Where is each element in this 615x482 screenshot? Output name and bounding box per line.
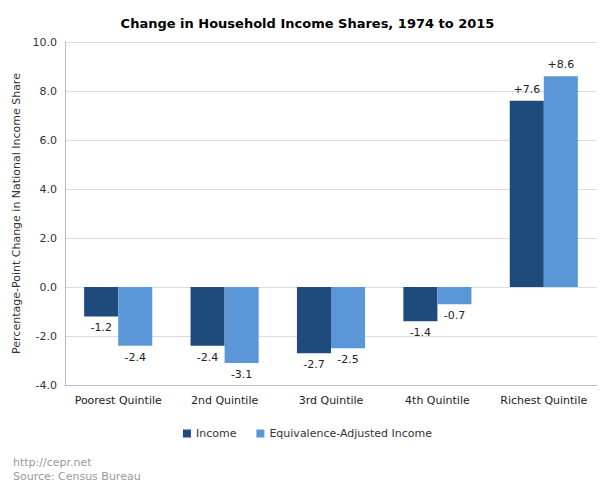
svg-text:Income: Income: [196, 427, 237, 440]
svg-text:Richest Quintile: Richest Quintile: [500, 394, 587, 407]
svg-text:6.0: 6.0: [40, 134, 58, 147]
svg-text:Equivalence-Adjusted Income: Equivalence-Adjusted Income: [269, 427, 432, 440]
svg-text:-1.4: -1.4: [410, 326, 431, 339]
svg-text:-2.0: -2.0: [36, 330, 57, 343]
svg-text:-4.0: -4.0: [36, 379, 57, 392]
svg-text:+8.6: +8.6: [547, 58, 574, 71]
svg-text:-1.2: -1.2: [90, 321, 111, 334]
svg-text:Change in Household Income Sha: Change in Household Income Shares, 1974 …: [121, 16, 495, 31]
svg-text:10.0: 10.0: [33, 36, 58, 49]
svg-text:2.0: 2.0: [40, 232, 58, 245]
svg-text:-2.7: -2.7: [303, 358, 324, 371]
svg-text:-3.1: -3.1: [231, 368, 252, 381]
svg-text:-2.4: -2.4: [197, 351, 218, 364]
svg-text:Poorest Quintile: Poorest Quintile: [75, 394, 162, 407]
svg-text:-0.7: -0.7: [444, 309, 465, 322]
svg-text:+7.6: +7.6: [513, 83, 540, 96]
svg-text:Percentage-Point Change in Nat: Percentage-Point Change in National Inco…: [10, 73, 23, 354]
svg-text:-2.4: -2.4: [124, 351, 145, 364]
svg-text:http://cepr.net: http://cepr.net: [13, 456, 92, 469]
svg-text:Source: Census Bureau: Source: Census Bureau: [13, 470, 141, 482]
svg-text:3rd Quintile: 3rd Quintile: [299, 394, 364, 407]
svg-text:0.0: 0.0: [40, 281, 58, 294]
svg-text:4th Quintile: 4th Quintile: [405, 394, 470, 407]
svg-text:4.0: 4.0: [40, 183, 58, 196]
svg-text:8.0: 8.0: [40, 85, 58, 98]
svg-text:2nd Quintile: 2nd Quintile: [191, 394, 259, 407]
svg-text:-2.5: -2.5: [337, 353, 358, 366]
